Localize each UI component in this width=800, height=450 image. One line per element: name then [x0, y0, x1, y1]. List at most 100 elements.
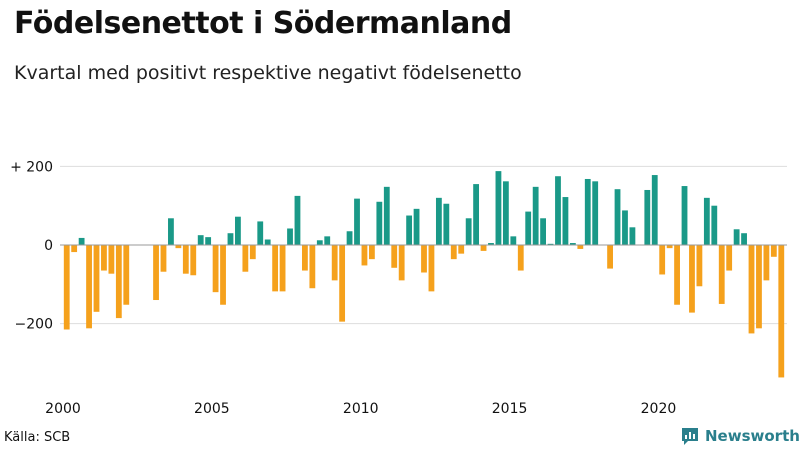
bar-2017-q2 — [577, 245, 584, 249]
bar-2003-q3 — [168, 218, 174, 245]
bar-2004-q1 — [182, 245, 189, 274]
y-tick-label: + 200 — [10, 159, 53, 175]
bar-2012-q4 — [443, 203, 450, 246]
bar-2013-q4 — [473, 184, 480, 245]
bar-2016-q1 — [540, 218, 546, 245]
brand-name: Newsworthy — [705, 427, 800, 445]
bar-2017-q3 — [584, 178, 591, 245]
source-note: Källa: SCB — [4, 430, 71, 445]
chart-title: Födelsenettot i Södermanland — [14, 6, 512, 41]
bar-2022-q3 — [733, 229, 740, 245]
bar-2023-q2 — [756, 245, 762, 329]
bar-2001-q1 — [93, 245, 100, 312]
bar-2014-q1 — [480, 245, 487, 251]
bar-2022-q1 — [718, 245, 725, 304]
bar-2007-q1 — [272, 245, 279, 292]
bar-2008-q1 — [302, 245, 308, 271]
bar-2000-q2 — [71, 245, 78, 253]
bar-2018-q4 — [622, 210, 628, 245]
bar-2000-q1 — [63, 245, 70, 330]
bar-2001-q2 — [101, 245, 107, 271]
bar-2022-q2 — [726, 245, 733, 271]
bar-2013-q1 — [450, 245, 457, 260]
bar-2017-q1 — [569, 243, 576, 245]
bar-2015-q1 — [510, 236, 517, 245]
brand-logo: Newsworthy — [680, 426, 800, 446]
bar-2008-q4 — [324, 236, 331, 245]
bar-2007-q2 — [279, 245, 286, 292]
bar-2005-q3 — [227, 233, 234, 245]
bar-2023-q4 — [770, 245, 777, 257]
bar-2008-q2 — [309, 245, 316, 289]
newsworthy-logo-icon — [680, 426, 700, 446]
bar-2004-q2 — [190, 245, 197, 276]
bar-2021-q2 — [696, 245, 703, 287]
bar-2014-q2 — [488, 243, 494, 245]
bar-2003-q4 — [175, 245, 182, 249]
bar-2009-q2 — [339, 245, 346, 322]
bar-2011-q1 — [391, 245, 398, 268]
bar-2013-q2 — [458, 245, 465, 254]
bar-2005-q1 — [212, 245, 219, 293]
bar-2013-q3 — [465, 218, 472, 245]
bar-2008-q3 — [316, 240, 323, 245]
y-tick-label: −200 — [15, 317, 53, 333]
y-tick-label: 0 — [44, 238, 53, 254]
bar-2015-q3 — [525, 211, 532, 245]
bar-2010-q2 — [368, 245, 375, 260]
bar-2006-q2 — [249, 245, 256, 260]
bar-2024-q1 — [778, 245, 785, 378]
bar-2023-q3 — [763, 245, 770, 281]
bar-2023-q1 — [748, 245, 755, 334]
bar-2014-q3 — [495, 171, 502, 245]
x-tick-label: 2015 — [492, 401, 528, 417]
bar-2011-q2 — [398, 245, 405, 281]
bar-2015-q2 — [517, 245, 524, 271]
bar-2018-q2 — [607, 245, 613, 269]
bar-2009-q1 — [331, 245, 338, 281]
x-tick-label: 2000 — [45, 401, 81, 417]
bar-2011-q3 — [406, 215, 413, 246]
bar-2005-q2 — [220, 245, 226, 305]
bar-2020-q2 — [666, 245, 673, 249]
bar-2009-q3 — [346, 231, 353, 246]
bar-2005-q4 — [235, 216, 241, 245]
bar-2019-q1 — [629, 227, 636, 245]
x-tick-label: 2010 — [343, 401, 379, 417]
x-tick-label: 2005 — [194, 401, 230, 417]
chart-subtitle: Kvartal med positivt respektive negativt… — [14, 62, 522, 84]
bar-2014-q4 — [502, 181, 509, 245]
bar-2016-q2 — [547, 243, 554, 245]
bar-2020-q3 — [674, 245, 680, 305]
bar-2012-q1 — [421, 245, 427, 273]
bar-2021-q3 — [703, 197, 710, 245]
bar-2006-q3 — [257, 221, 264, 245]
bar-2001-q4 — [115, 245, 122, 319]
bar-2010-q4 — [383, 186, 390, 245]
bar-2011-q4 — [413, 208, 420, 245]
bar-2012-q3 — [435, 197, 442, 245]
bar-2017-q4 — [592, 181, 599, 245]
bar-2016-q4 — [562, 197, 569, 245]
bar-2004-q3 — [197, 235, 204, 246]
bar-2007-q3 — [287, 228, 293, 245]
bar-2019-q4 — [651, 175, 658, 245]
bar-2007-q4 — [294, 195, 301, 246]
bar-chart: + 200 0 −200 2000 2005 2010 2015 2020 — [10, 159, 787, 417]
bar-2012-q2 — [428, 245, 435, 292]
bar-2010-q3 — [376, 201, 383, 245]
bar-2016-q3 — [555, 176, 561, 245]
bar-2003-q2 — [160, 245, 167, 272]
x-tick-label: 2020 — [641, 401, 677, 417]
bar-2006-q1 — [242, 245, 249, 272]
bar-2020-q1 — [659, 245, 666, 275]
bar-2000-q4 — [86, 245, 92, 329]
bar-2018-q3 — [614, 189, 621, 245]
bar-2002-q1 — [123, 245, 130, 305]
bar-2022-q4 — [741, 233, 747, 245]
bar-2020-q4 — [681, 186, 688, 245]
bar-2003-q1 — [153, 245, 159, 301]
bar-2021-q1 — [689, 245, 695, 313]
bar-2021-q4 — [711, 205, 718, 245]
bar-2010-q1 — [361, 245, 368, 266]
